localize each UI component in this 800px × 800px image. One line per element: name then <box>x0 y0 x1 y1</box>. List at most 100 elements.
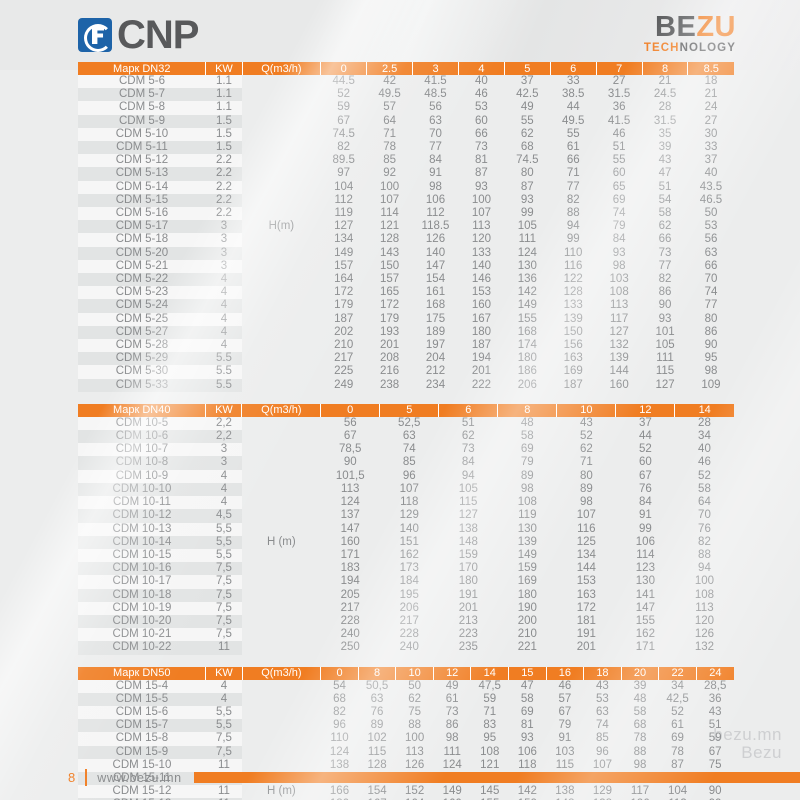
cell-head-value: 123 <box>635 562 655 575</box>
cell-head-value: 120 <box>694 614 715 627</box>
cell-head-value: 210 <box>517 628 537 641</box>
table-row: CDM 10-8 3 90 85 84 79 71 60 46 <box>78 456 734 470</box>
cell-head-value: 62 <box>658 220 672 233</box>
cell-head-value: 96 <box>333 719 346 732</box>
cell-head-value: 43 <box>596 679 609 692</box>
website-url[interactable]: www.bezu.mn <box>97 770 182 785</box>
cell-power: 7,5 <box>205 745 242 759</box>
cell-spacer <box>242 181 321 194</box>
cell-model: CDM 5-28 <box>78 339 206 353</box>
cell-power: 2.2 <box>205 207 242 221</box>
cell-head-value: 106 <box>635 535 655 548</box>
cell-power: 2.2 <box>205 167 242 181</box>
cell-head-value: 59 <box>708 732 722 745</box>
column-header-power: KW <box>205 62 243 75</box>
cell-power: 1.5 <box>205 114 242 128</box>
table-row: CDM 10-19 7,5 217 206 201 190 172 147 113 <box>78 601 734 615</box>
cell-power: 5,5 <box>205 535 242 549</box>
cell-head-value: 48 <box>633 692 647 705</box>
cell-head-value: 77 <box>658 259 672 272</box>
cell-head-value: 73 <box>461 443 475 456</box>
cell-head-value: 125 <box>576 535 596 548</box>
cell-head-value: 140 <box>399 522 419 535</box>
cell-head-value: 133 <box>563 299 583 312</box>
cell-head-value: 34 <box>698 430 711 443</box>
table-row: CDM 5-23 4 172 165 161 153 142 128 108 86 74 <box>78 286 734 300</box>
cell-head-value: 115 <box>367 745 387 758</box>
cell-head-value: 78 <box>671 745 684 758</box>
cell-head-value: 200 <box>517 614 537 627</box>
cell-head-value: 79 <box>520 456 534 469</box>
cell-head-value: 124 <box>517 246 537 259</box>
cell-head-value: 70 <box>429 127 442 140</box>
footer-accent-bar <box>193 772 800 783</box>
cell-head-value: 93 <box>520 193 534 206</box>
table-row: CDM 10-16 7,5 183 173 170 159 144 123 94 <box>78 562 734 576</box>
cell-head-value: 140 <box>425 246 446 259</box>
cell-head-value: 122 <box>563 273 583 286</box>
cell-head-value: 68 <box>333 692 346 705</box>
cell-head-value: 132 <box>609 339 629 352</box>
cell-head-value: 82 <box>566 193 580 206</box>
table-row: CDM 10-9 4 101,5 96 94 89 80 67 52 <box>78 469 734 483</box>
cell-head-value: 53 <box>475 101 488 114</box>
cell-head-value: 124 <box>340 496 360 509</box>
cell-power: 1.1 <box>205 75 242 89</box>
cell-head-value: 82 <box>337 141 351 154</box>
column-header-flow-value-8: 20 <box>621 666 660 680</box>
cell-head-value: 180 <box>458 575 478 588</box>
cell-head-value: 42,5 <box>666 692 689 705</box>
table-row: CDM 5-30 5.5 225 216 212 201 186 169 144 115 98 <box>78 365 734 379</box>
cell-head-value: 51 <box>708 719 722 732</box>
cell-head-value: 128 <box>380 233 400 246</box>
page-footer: 8 www.bezu.mn <box>0 769 800 786</box>
cell-head-value: 179 <box>380 312 400 325</box>
cell-head-value: 82 <box>698 535 711 548</box>
cell-head-value: 56 <box>343 416 357 429</box>
cell-head-value: 171 <box>340 548 360 561</box>
cell-head-value: 104 <box>334 180 354 193</box>
cell-head-value: 160 <box>609 378 629 391</box>
cell-head-value: 63 <box>429 114 442 127</box>
cell-model: CDM 10-5 <box>78 416 206 431</box>
cell-model: CDM 5-30 <box>78 365 206 379</box>
cell-head-value: 210 <box>334 339 354 352</box>
cell-head-value: 47 <box>520 679 534 692</box>
cell-head-value: 77 <box>429 141 442 154</box>
cell-spacer <box>242 207 321 220</box>
cell-head-value: 85 <box>383 154 396 167</box>
cell-spacer <box>242 141 321 154</box>
cell-head-value: 173 <box>399 562 419 575</box>
cell-head-value: 52 <box>638 443 652 456</box>
cell-head-value: 71 <box>566 167 580 180</box>
cell-spacer <box>242 732 321 745</box>
table-row: CDM 5-18 3 134 128 126 120 111 99 84 66 56 <box>78 233 734 247</box>
cell-head-value: 184 <box>399 575 419 588</box>
cell-head-value: 28 <box>658 101 672 114</box>
cell-spacer <box>242 154 321 167</box>
table-row: CDM 5-13 2.2 97 92 91 87 80 71 60 47 40 <box>78 167 734 181</box>
cell-power: 4 <box>205 299 242 313</box>
table-row: CDM 5-9 1.5 67 64 63 60 55 49.5 41.5 31.5 27 <box>78 114 734 128</box>
cell-power: 4,5 <box>205 509 242 523</box>
cell-head-value: 69 <box>612 193 626 206</box>
cell-head-value: 88 <box>633 745 647 758</box>
cell-head-value: 238 <box>380 378 400 391</box>
cell-head-value: 112 <box>426 207 445 220</box>
cell-power: 4 <box>205 679 242 693</box>
cell-head-value: 169 <box>563 365 583 378</box>
cell-head-value: 66 <box>475 127 488 140</box>
cell-head-value: 197 <box>425 339 446 352</box>
cell-head-value: 96 <box>402 469 416 482</box>
cell-head-value: 43 <box>579 416 593 429</box>
bezu-wordmark-part2: ZU <box>696 11 736 44</box>
cell-head-value: 91 <box>558 732 572 745</box>
cell-model: CDM 5-9 <box>78 114 206 128</box>
cell-head-value: 143 <box>380 246 400 259</box>
cell-head-value: 89 <box>520 469 534 482</box>
column-header-flow: Q(m3/h) <box>241 403 322 417</box>
cell-head-value: 155 <box>635 614 655 627</box>
cell-power: 11 <box>205 785 242 799</box>
cell-head-value: 130 <box>635 575 655 588</box>
cell-head-value: 61 <box>566 141 580 154</box>
